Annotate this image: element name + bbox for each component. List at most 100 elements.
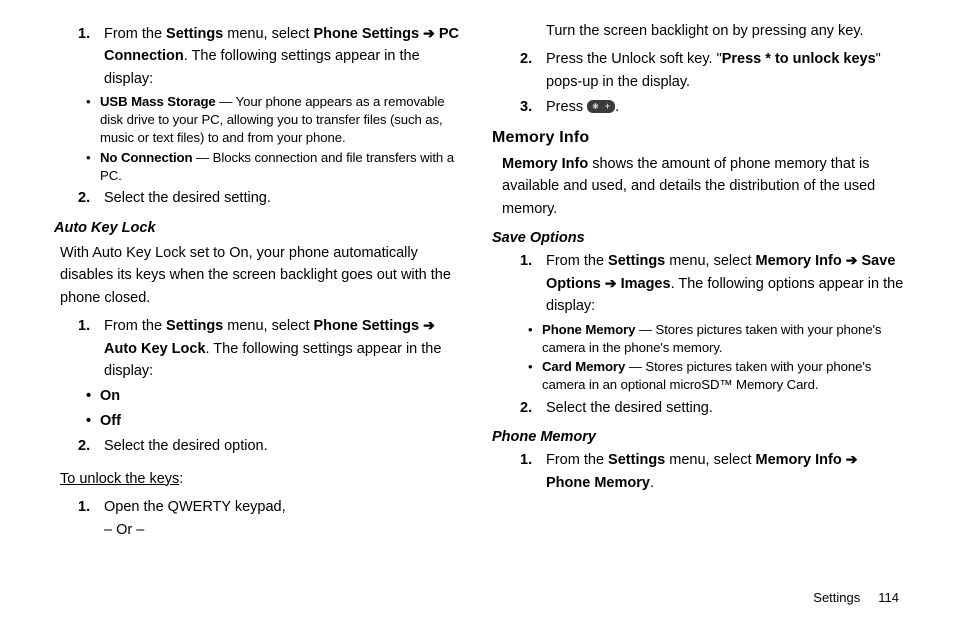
step-number: 1. <box>520 449 546 494</box>
bullet-body: No Connection — Blocks connection and fi… <box>100 149 462 185</box>
bullet-icon: • <box>528 321 542 357</box>
text: From the <box>104 318 166 334</box>
bullet-body: Phone Memory — Stores pictures taken wit… <box>542 321 904 357</box>
step-number: 1. <box>520 250 546 317</box>
option-label: On <box>100 386 120 408</box>
bullet-icon: • <box>528 358 542 394</box>
auto-key-lock-step-1: 1. From the Settings menu, select Phone … <box>78 315 462 382</box>
period: . <box>615 99 619 115</box>
step-body: Select the desired setting. <box>104 187 462 209</box>
step-number: 1. <box>78 23 104 90</box>
step-body: Select the desired setting. <box>546 397 904 419</box>
auto-key-lock-step-2: 2. Select the desired option. <box>78 435 462 457</box>
auto-key-lock-paragraph: With Auto Key Lock set to On, your phone… <box>60 242 462 309</box>
text: From the <box>546 253 608 269</box>
step-number: 1. <box>78 315 104 382</box>
star-key-icon <box>587 100 615 113</box>
arrow-icon: ➔ <box>846 252 858 268</box>
option-label: Card Memory <box>542 359 625 374</box>
auto-key-lock-heading: Auto Key Lock <box>54 220 462 236</box>
save-options-step-1: 1. From the Settings menu, select Memory… <box>520 250 904 317</box>
phone-memory-step-1: 1. From the Settings menu, select Memory… <box>520 449 904 494</box>
option-label: Phone Memory <box>542 322 635 337</box>
step-body: From the Settings menu, select Phone Set… <box>104 23 462 90</box>
menu-path: Memory Info <box>756 452 846 468</box>
menu-name: Settings <box>608 253 665 269</box>
menu-path: Images <box>621 276 671 292</box>
arrow-icon: ➔ <box>423 317 435 333</box>
text: From the <box>546 452 608 468</box>
bullet-usb-mass-storage: • USB Mass Storage — Your phone appears … <box>86 93 462 146</box>
step-body: Select the desired option. <box>104 435 462 457</box>
menu-path: Memory Info <box>756 253 846 269</box>
step-number: 2. <box>520 397 546 419</box>
footer-section-name: Settings <box>813 590 860 605</box>
save-options-heading: Save Options <box>492 230 904 246</box>
bullet-no-connection: • No Connection — Blocks connection and … <box>86 149 462 185</box>
step-number: 2. <box>78 435 104 457</box>
bullet-body: Card Memory — Stores pictures taken with… <box>542 358 904 394</box>
step-number: 3. <box>520 96 546 118</box>
step-body: Open the QWERTY keypad, <box>104 496 462 518</box>
bullet-phone-memory: • Phone Memory — Stores pictures taken w… <box>528 321 904 357</box>
or-separator: – Or – <box>104 522 462 538</box>
arrow-icon: ➔ <box>605 275 617 291</box>
option-label: No Connection <box>100 150 192 165</box>
save-options-step-2: 2. Select the desired setting. <box>520 397 904 419</box>
text: menu, select <box>665 253 755 269</box>
bullet-icon: • <box>86 93 100 146</box>
backlight-instruction: Turn the screen backlight on by pressing… <box>546 20 904 42</box>
phone-memory-heading: Phone Memory <box>492 429 904 445</box>
step-body: Press . <box>546 96 904 118</box>
page-body: 1. From the Settings menu, select Phone … <box>0 0 954 590</box>
unlock-keys-heading: To unlock the keys: <box>60 468 462 490</box>
menu-name: Settings <box>166 318 223 334</box>
term: Memory Info <box>502 156 588 172</box>
text: menu, select <box>223 26 313 42</box>
arrow-icon: ➔ <box>423 25 435 41</box>
step-body: Press the Unlock soft key. "Press * to u… <box>546 48 904 93</box>
colon: : <box>179 471 183 487</box>
text: menu, select <box>223 318 313 334</box>
menu-name: Settings <box>608 452 665 468</box>
text: From the <box>104 26 166 42</box>
memory-info-paragraph: Memory Info shows the amount of phone me… <box>502 153 904 220</box>
unlock-step-2: 2. Press the Unlock soft key. "Press * t… <box>520 48 904 93</box>
step-number: 1. <box>78 496 104 518</box>
step-body: From the Settings menu, select Phone Set… <box>104 315 462 382</box>
option-label: Off <box>100 411 121 433</box>
unlock-step-1: 1. Open the QWERTY keypad, <box>78 496 462 518</box>
menu-path: Phone Settings <box>314 318 424 334</box>
text: Press the Unlock soft key. " <box>546 51 722 67</box>
memory-info-heading: Memory Info <box>492 129 904 147</box>
text: menu, select <box>665 452 755 468</box>
menu-path: Phone Settings <box>314 26 424 42</box>
arrow-icon: ➔ <box>846 451 858 467</box>
bullet-off: • Off <box>86 411 462 433</box>
pc-connection-step-2: 2. Select the desired setting. <box>78 187 462 209</box>
option-label: USB Mass Storage <box>100 94 216 109</box>
bullet-icon: • <box>86 386 100 408</box>
underline-text: To unlock the keys <box>60 471 179 487</box>
bullet-body: USB Mass Storage — Your phone appears as… <box>100 93 462 146</box>
right-column: Turn the screen backlight on by pressing… <box>492 20 904 580</box>
menu-path: Auto Key Lock <box>104 341 206 357</box>
bullet-card-memory: • Card Memory — Stores pictures taken wi… <box>528 358 904 394</box>
menu-name: Settings <box>166 26 223 42</box>
left-column: 1. From the Settings menu, select Phone … <box>50 20 462 580</box>
page-footer: Settings 114 <box>0 590 954 605</box>
unlock-step-3: 3. Press . <box>520 96 904 118</box>
popup-text: Press * to unlock keys <box>722 51 876 67</box>
step-body: From the Settings menu, select Memory In… <box>546 449 904 494</box>
step-number: 2. <box>520 48 546 93</box>
text: Press <box>546 99 587 115</box>
pc-connection-step-1: 1. From the Settings menu, select Phone … <box>78 23 462 90</box>
bullet-on: • On <box>86 386 462 408</box>
bullet-icon: • <box>86 149 100 185</box>
text: . <box>650 475 654 491</box>
menu-path: Phone Memory <box>546 475 650 491</box>
step-body: From the Settings menu, select Memory In… <box>546 250 904 317</box>
bullet-icon: • <box>86 411 100 433</box>
footer-page-number: 114 <box>878 590 899 605</box>
step-number: 2. <box>78 187 104 209</box>
